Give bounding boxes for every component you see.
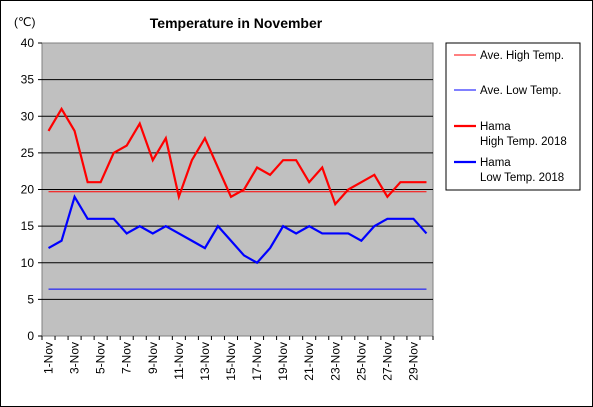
series-line-3 xyxy=(47,106,427,207)
x-tick-label: 5-Nov xyxy=(94,342,108,374)
legend-label: Low Temp. 2018 xyxy=(480,172,564,184)
x-tick-label: 3-Nov xyxy=(68,342,82,374)
x-tick-label: 17-Nov xyxy=(250,342,264,381)
y-tick-label: 15 xyxy=(21,219,35,233)
x-tick-label: 13-Nov xyxy=(198,342,212,381)
x-tick-label: 19-Nov xyxy=(276,342,290,381)
unit-label: (℃) xyxy=(14,15,35,29)
x-tick-label: 27-Nov xyxy=(380,342,394,381)
y-tick-label: 25 xyxy=(21,146,35,160)
x-tick-label: 15-Nov xyxy=(224,342,238,381)
y-tick-label: 20 xyxy=(21,183,35,197)
legend-label: Ave. High Temp. xyxy=(480,50,564,62)
x-tick-label: 11-Nov xyxy=(172,342,186,380)
legend-label: Hama xyxy=(480,157,511,169)
x-tick-label: 23-Nov xyxy=(328,342,342,381)
x-tick-label: 25-Nov xyxy=(354,342,368,381)
x-tick-label: 29-Nov xyxy=(406,342,420,381)
legend-label: Hama xyxy=(480,121,511,133)
y-tick-label: 30 xyxy=(21,109,35,123)
y-tick-label: 40 xyxy=(21,36,35,50)
series-lines xyxy=(47,106,428,290)
y-tick-label: 5 xyxy=(27,292,34,306)
y-tick-label: 35 xyxy=(21,73,35,87)
series-line-4 xyxy=(47,194,428,265)
x-tick-label: 21-Nov xyxy=(302,342,316,381)
y-tick-label: 0 xyxy=(27,329,34,343)
x-axis: 1-Nov 3-Nov 5-Nov 7-Nov 9-Nov 11-Nov 13-Nov 15-… xyxy=(41,336,434,381)
x-tick-label: 7-Nov xyxy=(120,342,134,374)
y-tick-label: 10 xyxy=(21,256,35,270)
y-axis: 0 5 10 15 20 25 30 35 40 xyxy=(21,36,42,343)
legend-label: Ave. Low Temp. xyxy=(480,85,561,97)
legend: Ave. High Temp. Ave. Low Temp. Hama High Te… xyxy=(454,50,567,184)
chart-title: Temperature in November xyxy=(150,15,323,31)
x-tick-label: 1-Nov xyxy=(42,342,56,374)
gridlines xyxy=(42,79,433,300)
x-tick-label: 9-Nov xyxy=(146,342,160,374)
legend-box xyxy=(445,42,581,191)
legend-label: High Temp. 2018 xyxy=(480,136,567,148)
